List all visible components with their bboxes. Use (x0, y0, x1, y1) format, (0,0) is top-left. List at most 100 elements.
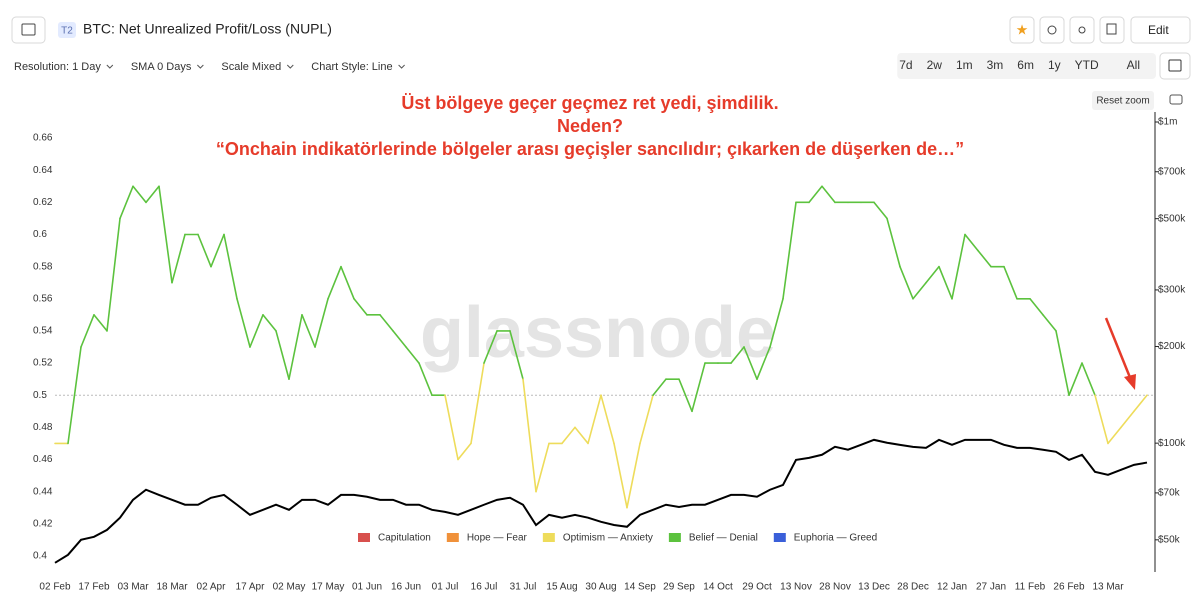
alert-button[interactable] (1039, 16, 1065, 44)
x-tick-label: 29 Oct (742, 582, 772, 593)
x-tick-label: 13 Dec (858, 582, 890, 593)
nupl-segment (80, 314, 95, 348)
legend-label[interactable]: Optimism — Anxiety (563, 533, 653, 544)
legend-swatch (773, 533, 786, 542)
x-tick-label: 16 Jun (391, 582, 421, 593)
y2-tick-label: $700k (1158, 166, 1186, 177)
range-button[interactable]: 7d (899, 58, 912, 72)
y-tick-label: 0.48 (33, 422, 53, 433)
sidebar-button[interactable] (11, 16, 46, 44)
nupl-segment (691, 362, 706, 413)
nupl-segment (1120, 410, 1135, 429)
star-icon: ★ (1016, 22, 1029, 38)
range-button[interactable]: YTD (1075, 58, 1099, 72)
y-tick-label: 0.52 (33, 358, 53, 369)
copy-button[interactable] (1099, 16, 1125, 44)
nupl-segment (652, 378, 667, 397)
x-tick-label: 26 Feb (1053, 582, 1085, 593)
nupl-segment (353, 297, 368, 316)
nupl-segment (678, 378, 693, 413)
nupl-segment (964, 233, 979, 252)
x-tick-label: 16 Jul (471, 582, 498, 593)
nupl-segment (119, 185, 134, 220)
x-tick-label: 12 Jan (937, 582, 967, 593)
nupl-segment (1068, 362, 1083, 397)
y2-tick-label: $500k (1158, 213, 1186, 224)
nupl-segment (535, 442, 550, 493)
x-tick-label: 15 Aug (546, 582, 577, 593)
nupl-segment (1081, 362, 1096, 397)
favorite-button[interactable] (1009, 16, 1035, 44)
range-button[interactable]: 1y (1048, 58, 1061, 72)
legend-label[interactable]: Belief — Denial (689, 533, 758, 544)
x-tick-label: 02 Feb (39, 582, 71, 593)
y2-tick-label: $70k (1158, 488, 1181, 499)
nupl-segment (262, 314, 277, 332)
reset-zoom: Reset zoom (1096, 96, 1149, 107)
y-tick-label: 0.62 (33, 197, 53, 208)
nupl-segment (522, 378, 537, 493)
camera-icon[interactable] (1169, 94, 1183, 105)
y-tick-label: 0.54 (33, 326, 53, 337)
nupl-segment (275, 330, 290, 380)
x-tick-label: 02 Apr (197, 582, 227, 593)
range-button[interactable]: 2w (927, 58, 943, 72)
dropdown[interactable]: Scale Mixed (221, 61, 281, 73)
y-tick-label: 0.58 (33, 261, 53, 272)
nupl-segment (899, 265, 914, 300)
bell-icon (1047, 25, 1057, 35)
share-icon (1078, 26, 1086, 34)
annotation: Üst bölgeye geçer geçmez ret yedi, şimdi… (401, 93, 778, 113)
y-tick-label: 0.6 (33, 229, 47, 240)
edit-button[interactable] (1130, 16, 1191, 44)
legend-label[interactable]: Capitulation (378, 533, 431, 544)
nupl-segment (314, 297, 329, 348)
x-tick-label: 29 Sep (663, 582, 695, 593)
nupl-segment (340, 265, 355, 300)
reset-zoom-button[interactable] (1092, 91, 1154, 110)
calendar-icon (1168, 59, 1182, 72)
range-button[interactable]: 1m (956, 58, 973, 72)
nupl-segment (444, 394, 459, 461)
nupl-segment (145, 185, 160, 204)
nupl-segment (938, 265, 953, 300)
nupl-segment (730, 346, 745, 364)
range-button[interactable]: 6m (1017, 58, 1034, 72)
legend-label[interactable]: Hope — Fear (467, 533, 528, 544)
x-tick-label: 27 Jan (976, 582, 1006, 593)
nupl-segment (951, 233, 966, 300)
nupl-segment (1107, 426, 1122, 445)
calendar-button[interactable] (1159, 52, 1191, 80)
y-tick-label: 0.56 (33, 293, 53, 304)
range-button[interactable]: 3m (987, 58, 1004, 72)
nupl-segment (171, 233, 186, 284)
nupl-segment (925, 265, 940, 284)
y-tick-label: 0.4 (33, 551, 47, 562)
chevron (197, 64, 204, 69)
x-tick-label: 11 Feb (1015, 582, 1046, 593)
nupl-segment (756, 346, 771, 380)
x-tick-label: 14 Sep (624, 582, 656, 593)
range-button[interactable]: All (1127, 58, 1140, 72)
nupl-segment (574, 426, 589, 445)
share-button[interactable] (1069, 16, 1095, 44)
dropdown[interactable]: Resolution: 1 Day (14, 61, 101, 73)
nupl-segment (1042, 314, 1057, 332)
chevron (106, 64, 114, 69)
dropdown[interactable]: SMA 0 Days (131, 61, 192, 73)
nupl-segment (67, 346, 82, 445)
nupl-segment (626, 442, 641, 509)
nupl-segment (509, 330, 524, 380)
x-tick-label: 28 Nov (819, 582, 851, 593)
legend-label[interactable]: Euphoria — Greed (794, 533, 877, 544)
y-tick-label: 0.64 (33, 165, 53, 176)
dropdown[interactable]: Chart Style: Line (311, 61, 392, 73)
nupl-segment (743, 346, 758, 380)
y-tick-label: 0.66 (33, 133, 53, 144)
chevron (398, 64, 405, 69)
nupl-segment (769, 297, 784, 348)
nupl-segment (821, 185, 836, 204)
nupl-segment (392, 330, 407, 348)
arrow-head (1124, 374, 1136, 390)
